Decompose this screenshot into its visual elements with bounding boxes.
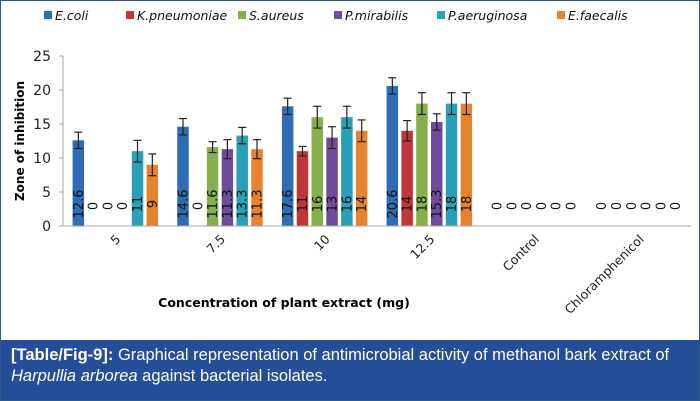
data-label: 0 <box>87 202 102 210</box>
bar <box>251 149 263 226</box>
bar <box>430 121 443 226</box>
data-label: 14 <box>401 196 416 213</box>
legend-label: K.pneumoniae <box>137 8 228 23</box>
bar <box>326 137 338 226</box>
legend-swatch <box>44 11 52 19</box>
data-label: 0 <box>191 202 206 210</box>
data-label: 16 <box>311 196 326 213</box>
caption-text-before: Graphical representation of antimicrobia… <box>113 346 670 364</box>
data-label: 11.3 <box>251 190 266 219</box>
data-label: 17.6 <box>281 190 296 219</box>
y-tick-label: 10 <box>33 151 51 167</box>
data-label: 12.6 <box>72 190 87 219</box>
x-tick-label: Control <box>500 232 543 275</box>
legend-label: E.faecalis <box>568 8 628 23</box>
data-label: 0 <box>550 202 565 210</box>
bar <box>445 103 458 226</box>
data-label: 20.6 <box>386 190 401 219</box>
data-label: 0 <box>116 202 131 210</box>
bar <box>460 103 473 226</box>
legend-swatch <box>437 11 445 19</box>
data-label: 0 <box>669 202 684 210</box>
data-label: 13.3 <box>236 190 251 219</box>
data-label: 0 <box>505 202 520 210</box>
legend-label: P.mirabilis <box>345 8 409 23</box>
bar <box>281 106 294 226</box>
y-axis: 0 5 10 15 20 25 <box>33 49 64 235</box>
x-axis-label: Concentration of plant extract (mg) <box>158 295 410 310</box>
y-axis-label: Zone of inhibition <box>13 81 27 201</box>
data-label: 11 <box>131 196 146 213</box>
legend-swatch <box>238 11 246 19</box>
x-tick-label: 5 <box>107 232 123 248</box>
bar-chart: E.coli K.pneumoniae S.aureus P.mirabilis P.a… <box>13 8 691 317</box>
bar <box>146 164 159 226</box>
data-label: 11.6 <box>206 190 221 219</box>
data-label: 18 <box>415 196 430 213</box>
y-tick-label: 25 <box>33 49 51 65</box>
data-label: 11 <box>296 196 311 213</box>
data-label: 0 <box>640 202 655 210</box>
data-label: 14 <box>355 196 370 213</box>
bar <box>341 117 353 226</box>
bar <box>131 151 144 226</box>
y-tick-label: 20 <box>33 83 51 99</box>
legend-label: P.aeruginosa <box>448 8 527 23</box>
bar <box>386 85 399 226</box>
y-tick-label: 0 <box>42 219 51 235</box>
figure-caption: [Table/Fig-9]: Graphical representation … <box>1 340 699 400</box>
data-label: 9 <box>146 200 161 208</box>
data-label: 14.6 <box>177 190 192 219</box>
bar <box>177 126 189 226</box>
legend-swatch <box>126 11 134 19</box>
legend: E.coli K.pneumoniae S.aureus P.mirabilis P.a… <box>44 8 628 23</box>
bar <box>296 151 309 226</box>
data-label: 0 <box>610 202 625 210</box>
data-label: 0 <box>565 202 580 210</box>
bar <box>311 117 324 226</box>
data-label: 16 <box>340 196 355 213</box>
y-tick-label: 5 <box>42 185 51 201</box>
bar <box>221 149 234 226</box>
data-label: 11.3 <box>221 190 236 219</box>
caption-species: Harpullia arborea <box>11 367 138 385</box>
legend-label: E.coli <box>55 8 89 23</box>
data-label: 0 <box>101 202 116 210</box>
data-label: 0 <box>654 202 669 210</box>
x-tick-label: Chloramphenicol <box>561 232 646 317</box>
legend-swatch <box>334 11 342 19</box>
legend-swatch <box>557 11 565 19</box>
bar <box>206 147 219 226</box>
bar <box>236 135 248 226</box>
x-tick-label: 7.5 <box>203 232 228 257</box>
data-label: 15.3 <box>430 190 445 219</box>
data-label: 0 <box>491 202 506 210</box>
bar <box>416 103 428 226</box>
data-label: 18 <box>445 196 460 213</box>
data-label: 13 <box>326 196 341 213</box>
data-label: 0 <box>535 202 550 210</box>
x-tick-label: 12.5 <box>407 232 437 262</box>
bar <box>355 130 368 226</box>
data-label: 18 <box>460 196 475 213</box>
y-tick-label: 15 <box>33 117 51 133</box>
x-tick-label: 10 <box>311 231 333 253</box>
caption-label: [Table/Fig-9]: <box>11 346 114 364</box>
legend-label: S.aureus <box>249 8 304 23</box>
data-label: 0 <box>595 202 610 210</box>
bar <box>401 130 413 226</box>
bars-layer: 12.6 0 0 0 11 9 14.6 0 11.6 11.3 13.3 11.3 17.6 11 16 1… <box>72 77 684 226</box>
data-label: 0 <box>520 202 535 210</box>
caption-text-after: against bacterial isolates. <box>137 367 328 385</box>
bar <box>72 140 85 226</box>
data-label: 0 <box>625 202 640 210</box>
